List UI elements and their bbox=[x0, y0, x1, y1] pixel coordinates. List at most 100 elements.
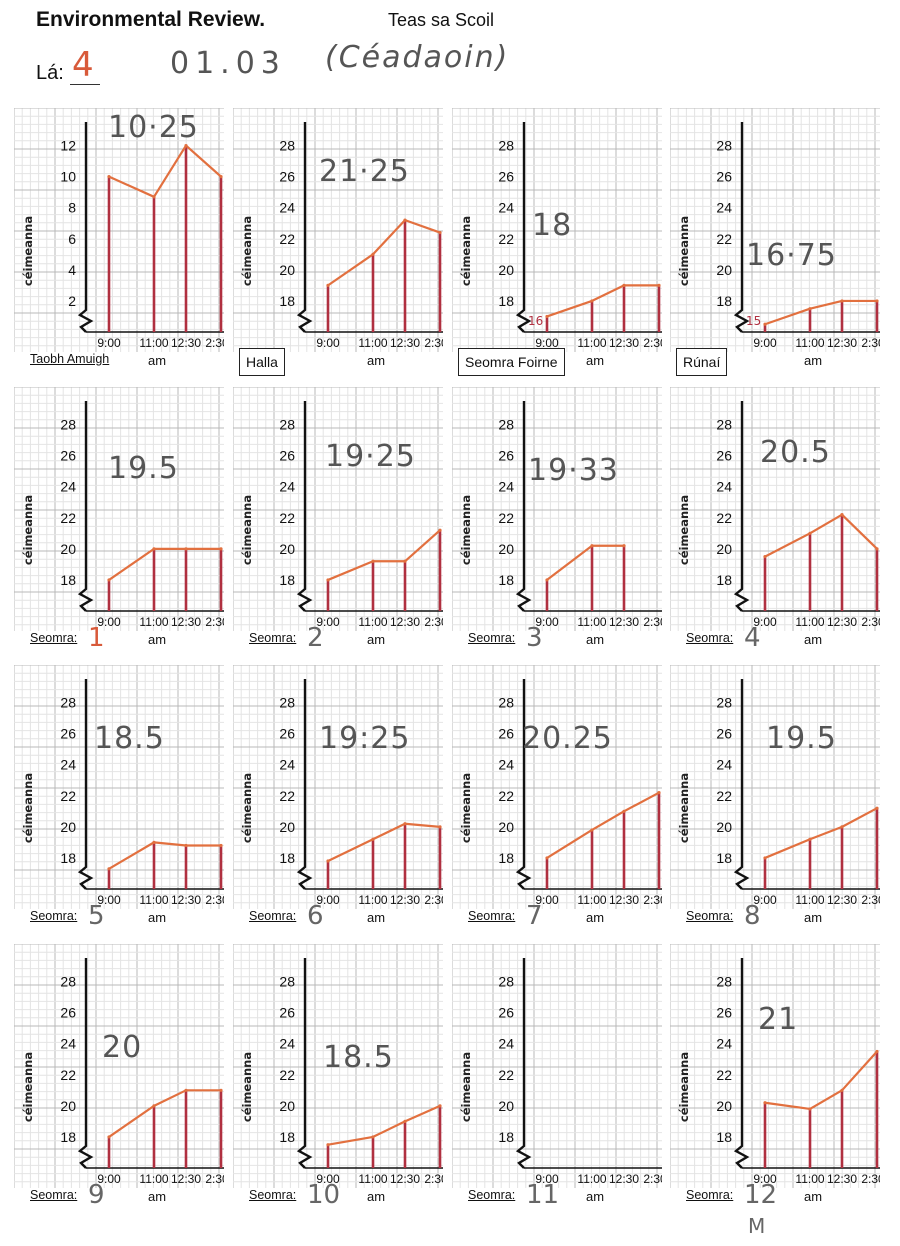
x-tick-label: 9:00 bbox=[97, 336, 121, 350]
y-axis bbox=[77, 122, 94, 333]
x-tick-label: 12:30 bbox=[390, 1172, 420, 1186]
average-value: 19·25 bbox=[325, 439, 416, 474]
x-tick-label: 2:30 bbox=[861, 615, 880, 629]
room-label: Seomra: bbox=[249, 631, 297, 645]
y-tick-label: 22 bbox=[498, 1067, 514, 1083]
y-tick-label: 24 bbox=[716, 479, 732, 495]
y-tick-label: 28 bbox=[279, 417, 295, 433]
room-number: 4 bbox=[744, 623, 761, 653]
room-label: Seomra: bbox=[249, 909, 297, 923]
data-point bbox=[107, 1135, 111, 1139]
room-number: 12 bbox=[744, 1180, 778, 1210]
x-tick-label: 11:00 bbox=[795, 893, 824, 907]
y-tick-label: 28 bbox=[716, 417, 732, 433]
graph-paper-grid bbox=[452, 665, 662, 909]
y-tick-label: 26 bbox=[498, 169, 514, 185]
y-axis-label: céimeanna bbox=[677, 773, 691, 843]
location-label: Taobh Amuigh bbox=[30, 352, 110, 366]
y-tick-label: 26 bbox=[279, 726, 295, 742]
data-point bbox=[808, 307, 812, 311]
x-tick-label: 12:30 bbox=[609, 893, 639, 907]
room-label: Seomra: bbox=[30, 631, 78, 645]
graph-paper-grid bbox=[670, 108, 880, 352]
y-axis bbox=[296, 679, 313, 890]
room-label: Seomra: bbox=[30, 909, 78, 923]
x-tick-label: 11:00 bbox=[795, 1172, 824, 1186]
room-number: 11 bbox=[526, 1180, 560, 1210]
x-axis-unit: am bbox=[804, 632, 822, 647]
y-tick-label: 22 bbox=[716, 510, 732, 526]
x-tick-label: 12:30 bbox=[390, 336, 420, 350]
data-point bbox=[840, 825, 844, 829]
data-point bbox=[326, 283, 330, 287]
temperature-line bbox=[108, 841, 221, 870]
x-tick-label: 11:00 bbox=[577, 615, 606, 629]
x-tick-label: 12:30 bbox=[609, 336, 639, 350]
y-tick-label: 28 bbox=[716, 138, 732, 154]
data-point bbox=[219, 1088, 223, 1092]
graph-paper-grid bbox=[14, 387, 224, 631]
document-title: Environmental Review. bbox=[36, 8, 266, 31]
y-tick-label: 28 bbox=[498, 695, 514, 711]
data-point bbox=[371, 837, 375, 841]
x-tick-label: 9:00 bbox=[753, 615, 777, 629]
data-point bbox=[152, 1104, 156, 1108]
y-tick-label: 28 bbox=[716, 695, 732, 711]
y-tick-label: 24 bbox=[60, 757, 76, 773]
average-value: 20 bbox=[102, 1030, 143, 1065]
temperature-line bbox=[327, 1104, 441, 1146]
x-tick-label: 9:00 bbox=[753, 893, 777, 907]
x-axis-unit: am bbox=[804, 1189, 822, 1204]
room-number: 3 bbox=[526, 623, 543, 653]
data-point bbox=[438, 1104, 442, 1108]
room-number: 8 bbox=[744, 901, 761, 931]
graph-paper-grid bbox=[14, 944, 224, 1188]
y-tick-label: 26 bbox=[279, 1005, 295, 1021]
document-subtitle: Teas sa Scoil bbox=[388, 10, 495, 30]
y-axis bbox=[515, 958, 532, 1169]
x-tick-label: 12:30 bbox=[827, 1172, 857, 1186]
x-axis-unit: am bbox=[367, 632, 385, 647]
average-value: 21·25 bbox=[319, 154, 410, 189]
y-tick-label: 22 bbox=[60, 788, 76, 804]
average-value: 21 bbox=[758, 1002, 799, 1037]
y-axis-label: céimeanna bbox=[21, 773, 35, 843]
y-axis-label: céimeanna bbox=[240, 495, 254, 565]
room-number: 2 bbox=[307, 623, 324, 653]
y-tick-label: 26 bbox=[60, 1005, 76, 1021]
graph-paper-grid bbox=[233, 108, 443, 352]
y-tick-label: 20 bbox=[498, 819, 514, 835]
y-axis bbox=[515, 679, 532, 890]
data-point bbox=[763, 322, 767, 326]
room-number: 9 bbox=[88, 1180, 105, 1210]
x-tick-label: 11:00 bbox=[139, 336, 168, 350]
weekday-value: (Céadaoin) bbox=[325, 40, 510, 75]
x-axis-unit: am bbox=[148, 632, 166, 647]
y-tick-label: 26 bbox=[716, 169, 732, 185]
x-axis-unit: am bbox=[148, 1189, 166, 1204]
data-point bbox=[763, 1101, 767, 1105]
average-value: 16·75 bbox=[746, 238, 837, 273]
x-tick-label: 2:30 bbox=[424, 1172, 443, 1186]
y-tick-label: 18 bbox=[498, 1129, 514, 1145]
y-tick-label: 20 bbox=[60, 541, 76, 557]
y-tick-label: 28 bbox=[498, 138, 514, 154]
temperature-line bbox=[764, 299, 877, 326]
y-axis-label: céimeanna bbox=[459, 495, 473, 565]
data-point bbox=[590, 828, 594, 832]
location-label: Halla bbox=[239, 348, 285, 376]
data-point bbox=[403, 218, 407, 222]
data-point bbox=[107, 175, 111, 179]
y-tick-label: 22 bbox=[60, 1067, 76, 1083]
graph-paper-grid bbox=[14, 108, 224, 352]
data-point bbox=[403, 559, 407, 563]
x-tick-label: 11:00 bbox=[139, 615, 168, 629]
x-tick-label: 2:30 bbox=[643, 336, 662, 350]
data-point bbox=[184, 843, 188, 848]
